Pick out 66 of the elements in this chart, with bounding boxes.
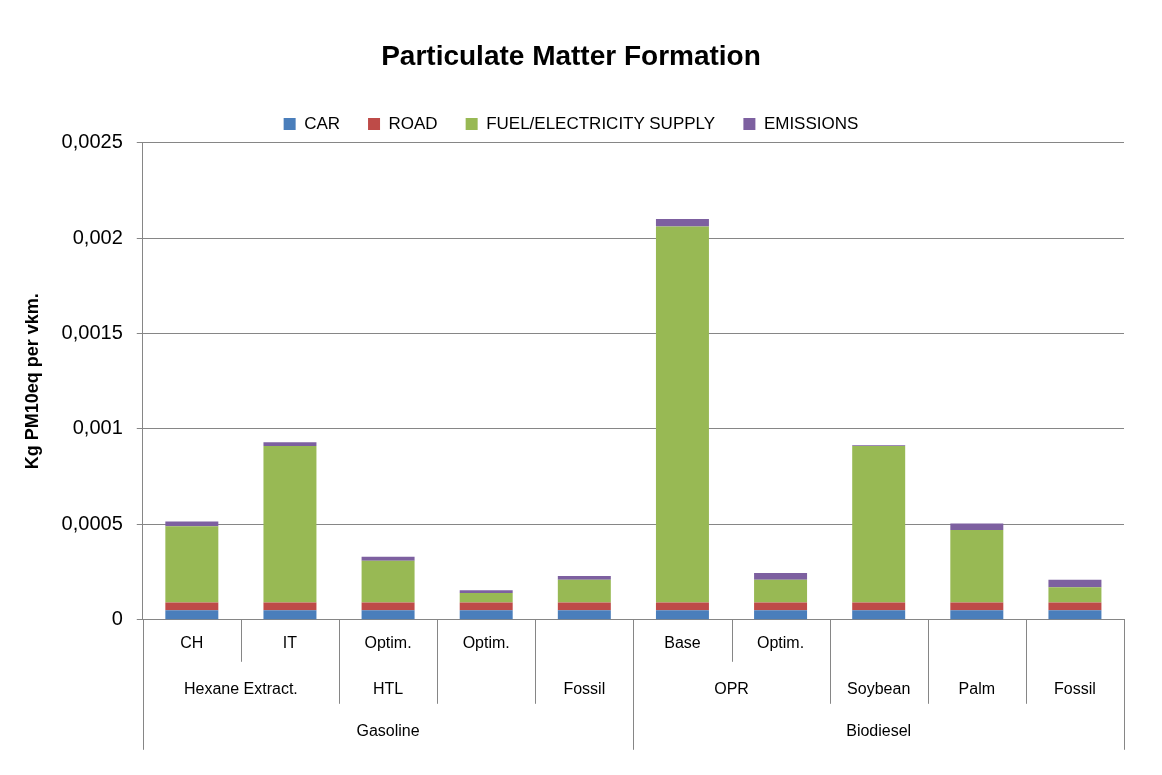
bar xyxy=(655,610,709,620)
text: Biodiesel xyxy=(846,722,912,740)
legend-label: FUEL/ELECTRICITY SUPPLY xyxy=(486,113,716,133)
bar xyxy=(950,602,1004,611)
bar xyxy=(361,560,415,603)
bar xyxy=(165,526,219,603)
bar xyxy=(950,523,1004,531)
bar xyxy=(852,602,906,611)
y-tick-label: 0,0005 xyxy=(61,511,123,534)
bar xyxy=(263,446,317,603)
bar xyxy=(1048,579,1102,588)
x-tick-label: Optim. xyxy=(364,633,412,651)
y-axis-title: Kg PM10eq per vkm. xyxy=(21,293,42,470)
y-tick-label: 0,002 xyxy=(72,225,123,248)
y-tick-label: 0,0015 xyxy=(61,321,123,343)
bar xyxy=(1048,610,1102,620)
bar xyxy=(165,602,219,611)
bar xyxy=(852,446,906,603)
legend-label: EMISSIONS xyxy=(763,113,859,133)
text: OPR xyxy=(714,680,749,698)
text: Soybean xyxy=(847,680,911,698)
bar xyxy=(557,575,611,580)
y-tick-label: 0 xyxy=(111,607,123,630)
text: Palm xyxy=(958,680,996,698)
x-tick-label: Optim. xyxy=(757,633,805,651)
chart-title: Particulate Matter Formation xyxy=(381,39,761,71)
x-tick-label: Base xyxy=(664,633,701,651)
text: HTL xyxy=(372,680,404,698)
bar xyxy=(361,556,415,561)
bar xyxy=(459,610,513,620)
bar xyxy=(754,610,808,620)
bar xyxy=(165,521,219,527)
bar xyxy=(459,593,513,603)
text: Fossil xyxy=(563,680,606,698)
bar xyxy=(361,602,415,611)
y-tick-label: 0,0025 xyxy=(61,130,123,153)
bar xyxy=(655,218,709,227)
bar xyxy=(165,610,219,620)
bar xyxy=(557,610,611,620)
bar xyxy=(459,590,513,594)
bar xyxy=(950,530,1004,603)
bar xyxy=(950,610,1004,620)
x-tick-label: IT xyxy=(282,633,298,651)
x-tick-label: Optim. xyxy=(462,633,510,651)
text: Gasoline xyxy=(356,722,420,740)
text: Fossil xyxy=(1054,680,1096,698)
legend-label: ROAD xyxy=(388,113,438,133)
bar xyxy=(1048,602,1102,611)
x-tick-label: CH xyxy=(180,633,204,651)
bar xyxy=(655,602,709,611)
bar xyxy=(263,442,317,447)
y-tick-label: 0,001 xyxy=(72,416,123,439)
bar xyxy=(263,602,317,611)
legend-label: CAR xyxy=(304,113,341,133)
bar xyxy=(557,602,611,611)
bar xyxy=(263,610,317,620)
text: Hexane Extract. xyxy=(183,680,298,698)
bar xyxy=(754,579,808,603)
bar xyxy=(557,579,611,603)
bar xyxy=(754,602,808,611)
bar xyxy=(655,226,709,603)
bar xyxy=(852,610,906,620)
bar xyxy=(459,602,513,611)
bar xyxy=(1048,587,1102,603)
bar xyxy=(361,610,415,620)
bar xyxy=(754,573,808,580)
